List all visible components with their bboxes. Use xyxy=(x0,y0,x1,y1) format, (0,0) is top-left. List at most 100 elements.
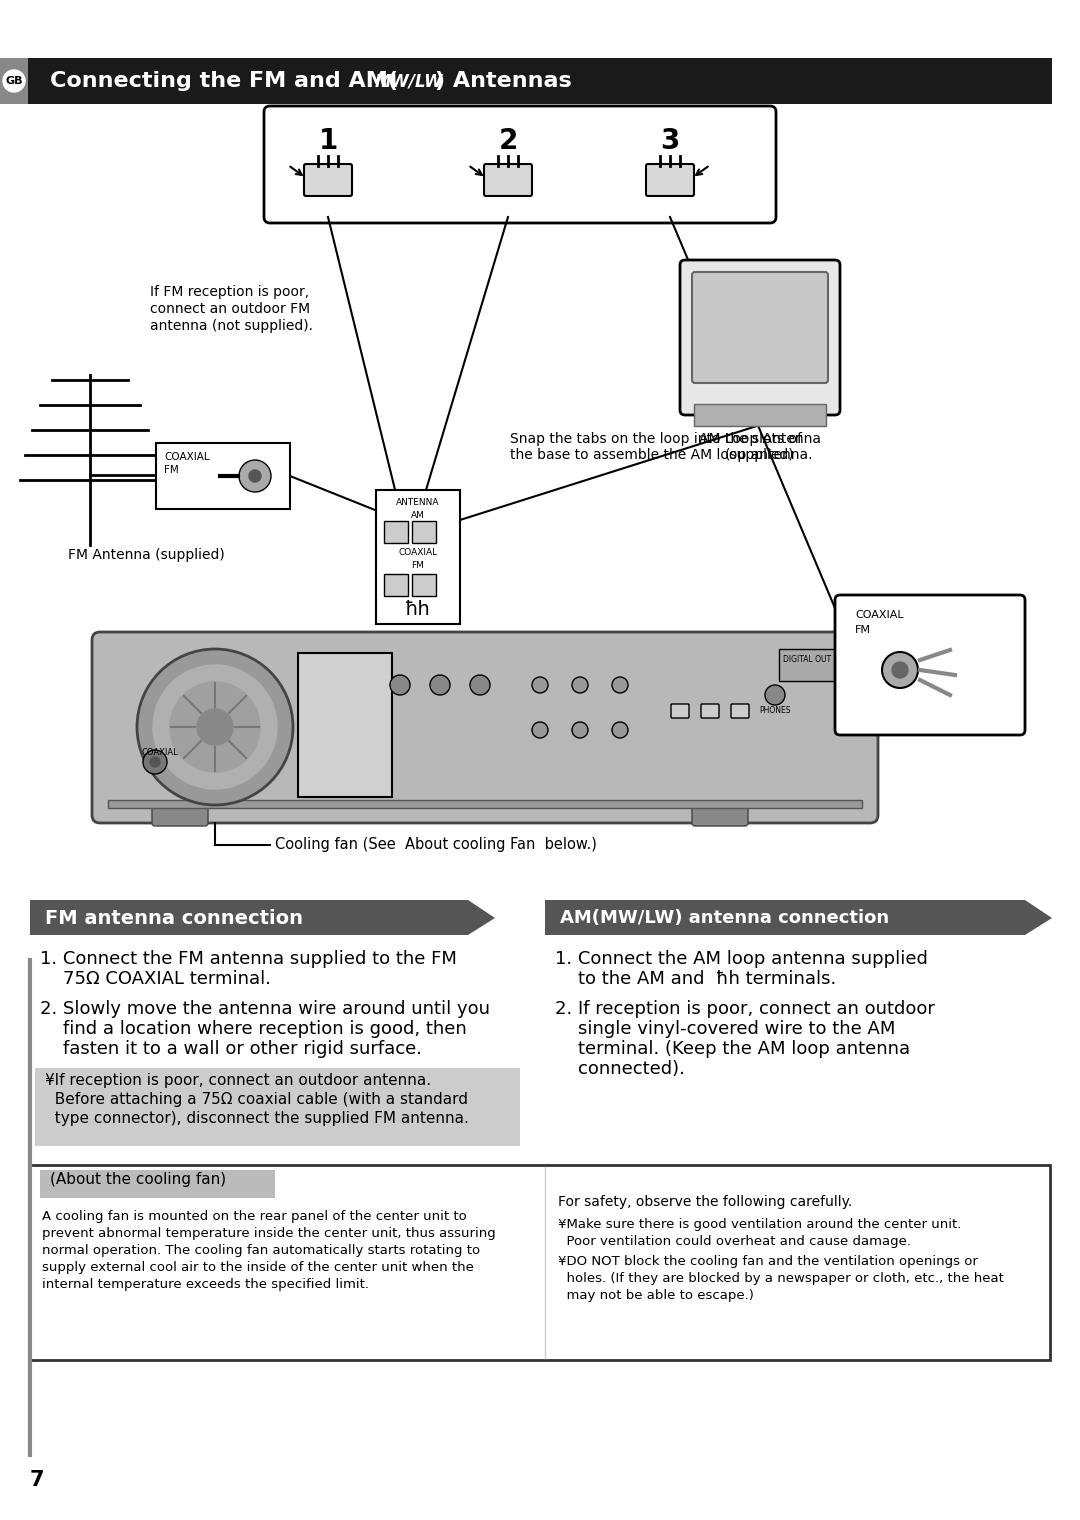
Bar xyxy=(35,1069,519,1146)
Text: Before attaching a 75Ω coaxial cable (with a standard: Before attaching a 75Ω coaxial cable (wi… xyxy=(45,1091,468,1107)
Circle shape xyxy=(150,757,160,768)
Text: terminal. (Keep the AM loop antenna: terminal. (Keep the AM loop antenna xyxy=(555,1040,910,1058)
Text: FM: FM xyxy=(164,465,179,474)
Text: If FM reception is poor,: If FM reception is poor, xyxy=(150,286,309,299)
Circle shape xyxy=(572,676,588,693)
Circle shape xyxy=(170,682,260,772)
FancyBboxPatch shape xyxy=(411,521,436,543)
Text: COAXIAL: COAXIAL xyxy=(855,610,904,620)
Text: 75Ω COAXIAL terminal.: 75Ω COAXIAL terminal. xyxy=(40,970,271,988)
Text: AM(MW/LW) antenna connection: AM(MW/LW) antenna connection xyxy=(561,909,889,927)
Text: ANTENNA: ANTENNA xyxy=(396,499,440,508)
FancyBboxPatch shape xyxy=(692,806,748,825)
Circle shape xyxy=(249,470,261,482)
Text: A cooling fan is mounted on the rear panel of the center unit to: A cooling fan is mounted on the rear pan… xyxy=(42,1210,467,1224)
Circle shape xyxy=(153,666,276,789)
Text: (About the cooling fan): (About the cooling fan) xyxy=(50,1172,226,1187)
Bar xyxy=(108,800,862,809)
Text: ¥If reception is poor, connect an outdoor antenna.: ¥If reception is poor, connect an outdoo… xyxy=(45,1073,431,1088)
Circle shape xyxy=(239,461,271,492)
FancyBboxPatch shape xyxy=(694,404,826,426)
Text: antenna (not supplied).: antenna (not supplied). xyxy=(150,319,313,333)
Text: 1. Connect the AM loop antenna supplied: 1. Connect the AM loop antenna supplied xyxy=(555,950,928,968)
Text: may not be able to escape.): may not be able to escape.) xyxy=(558,1289,754,1303)
Bar xyxy=(28,58,1052,103)
FancyBboxPatch shape xyxy=(156,442,291,509)
Text: ¥Make sure there is good ventilation around the center unit.: ¥Make sure there is good ventilation aro… xyxy=(558,1218,961,1231)
FancyBboxPatch shape xyxy=(92,632,878,822)
Text: normal operation. The cooling fan automatically starts rotating to: normal operation. The cooling fan automa… xyxy=(42,1243,481,1257)
Text: supply external cool air to the inside of the center unit when the: supply external cool air to the inside o… xyxy=(42,1262,474,1274)
FancyBboxPatch shape xyxy=(376,489,460,625)
Text: 1. Connect the FM antenna supplied to the FM: 1. Connect the FM antenna supplied to th… xyxy=(40,950,457,968)
Text: ) Antennas: ) Antennas xyxy=(435,71,571,91)
Text: 7: 7 xyxy=(30,1470,44,1490)
Circle shape xyxy=(882,652,918,689)
Circle shape xyxy=(143,749,167,774)
Circle shape xyxy=(3,70,25,93)
Text: Cooling fan (See  About cooling Fan  below.): Cooling fan (See About cooling Fan below… xyxy=(275,838,597,853)
FancyBboxPatch shape xyxy=(384,575,408,596)
Circle shape xyxy=(765,686,785,705)
Text: 2. Slowly move the antenna wire around until you: 2. Slowly move the antenna wire around u… xyxy=(40,1000,490,1018)
Text: 2. If reception is poor, connect an outdoor: 2. If reception is poor, connect an outd… xyxy=(555,1000,935,1018)
Text: AM Loop Antenna: AM Loop Antenna xyxy=(699,432,821,445)
FancyBboxPatch shape xyxy=(152,806,208,825)
Circle shape xyxy=(892,663,908,678)
Text: single vinyl-covered wire to the AM: single vinyl-covered wire to the AM xyxy=(555,1020,895,1038)
Text: 2: 2 xyxy=(498,128,517,155)
Text: FM antenna connection: FM antenna connection xyxy=(45,909,303,927)
Text: COAXIAL: COAXIAL xyxy=(141,748,179,757)
Circle shape xyxy=(532,676,548,693)
Bar xyxy=(30,1164,1050,1360)
FancyBboxPatch shape xyxy=(264,106,777,223)
Text: COAXIAL: COAXIAL xyxy=(399,549,437,556)
FancyBboxPatch shape xyxy=(298,654,392,796)
FancyBboxPatch shape xyxy=(731,704,750,717)
Text: internal temperature exceeds the specified limit.: internal temperature exceeds the specifi… xyxy=(42,1278,369,1290)
FancyBboxPatch shape xyxy=(384,521,408,543)
Text: fasten it to a wall or other rigid surface.: fasten it to a wall or other rigid surfa… xyxy=(40,1040,422,1058)
Circle shape xyxy=(572,722,588,739)
Text: AM: AM xyxy=(411,511,424,520)
Text: For safety, observe the following carefully.: For safety, observe the following carefu… xyxy=(558,1195,852,1208)
FancyBboxPatch shape xyxy=(779,649,836,681)
FancyBboxPatch shape xyxy=(303,164,352,196)
FancyBboxPatch shape xyxy=(701,704,719,717)
Circle shape xyxy=(430,675,450,695)
Text: Poor ventilation could overheat and cause damage.: Poor ventilation could overheat and caus… xyxy=(558,1234,912,1248)
Text: connect an outdoor FM: connect an outdoor FM xyxy=(150,302,310,316)
Text: FM: FM xyxy=(855,625,870,635)
Text: MW/LW: MW/LW xyxy=(375,71,444,90)
Text: FM Antenna (supplied): FM Antenna (supplied) xyxy=(68,549,225,562)
Text: holes. (If they are blocked by a newspaper or cloth, etc., the heat: holes. (If they are blocked by a newspap… xyxy=(558,1272,1004,1284)
Text: GB: GB xyxy=(5,76,23,87)
Circle shape xyxy=(197,708,233,745)
Circle shape xyxy=(390,675,410,695)
FancyBboxPatch shape xyxy=(411,575,436,596)
FancyBboxPatch shape xyxy=(646,164,694,196)
Text: 1: 1 xyxy=(319,128,338,155)
Polygon shape xyxy=(545,900,1052,935)
Circle shape xyxy=(612,676,627,693)
FancyBboxPatch shape xyxy=(692,272,828,383)
Text: connected).: connected). xyxy=(555,1059,685,1078)
FancyBboxPatch shape xyxy=(680,260,840,415)
Bar xyxy=(0,58,28,103)
Text: find a location where reception is good, then: find a location where reception is good,… xyxy=(40,1020,467,1038)
Text: prevent abnormal temperature inside the center unit, thus assuring: prevent abnormal temperature inside the … xyxy=(42,1227,496,1240)
FancyBboxPatch shape xyxy=(835,594,1025,736)
Text: PHONES: PHONES xyxy=(759,705,791,714)
Text: 3: 3 xyxy=(660,128,679,155)
Text: the base to assemble the AM loop antenna.: the base to assemble the AM loop antenna… xyxy=(510,448,812,462)
Text: Snap the tabs on the loop into the slots of: Snap the tabs on the loop into the slots… xyxy=(510,432,802,445)
Circle shape xyxy=(137,649,293,806)
Polygon shape xyxy=(30,900,495,935)
Text: ħh: ħh xyxy=(405,600,431,619)
Circle shape xyxy=(532,722,548,739)
Text: ¥DO NOT block the cooling fan and the ventilation openings or: ¥DO NOT block the cooling fan and the ve… xyxy=(558,1256,977,1268)
Text: DIGITAL OUT: DIGITAL OUT xyxy=(783,655,832,664)
Text: COAXIAL: COAXIAL xyxy=(164,451,210,462)
Text: to the AM and  ħh terminals.: to the AM and ħh terminals. xyxy=(555,970,836,988)
Text: type connector), disconnect the supplied FM antenna.: type connector), disconnect the supplied… xyxy=(45,1111,469,1126)
